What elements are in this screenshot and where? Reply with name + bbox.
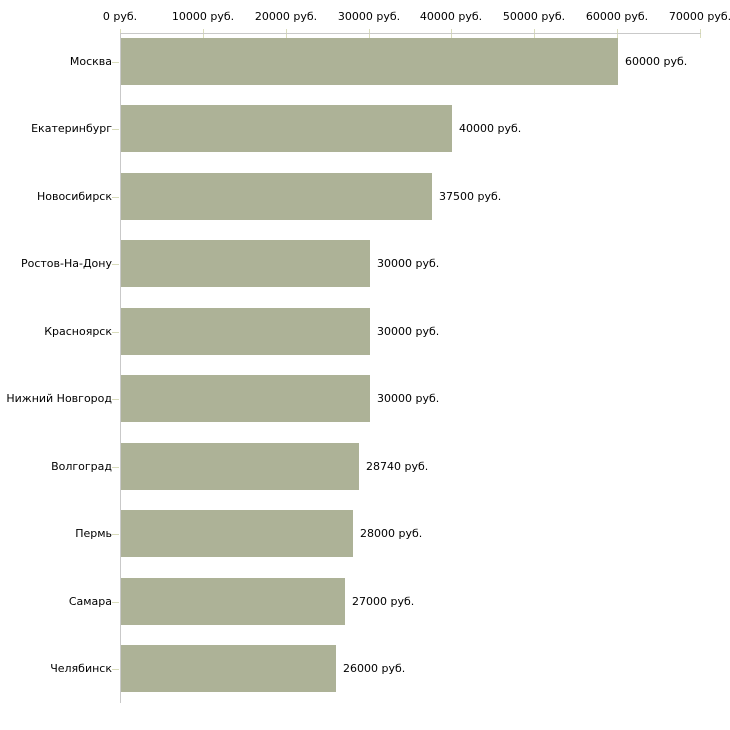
x-axis-tick-label: 20000 руб.	[254, 10, 318, 23]
value-label: 28000 руб.	[360, 527, 423, 540]
x-axis-tick-label: 40000 руб.	[419, 10, 483, 23]
value-label: 40000 руб.	[459, 122, 522, 135]
bar	[121, 375, 370, 422]
category-tick	[112, 332, 119, 333]
value-label: 37500 руб.	[439, 190, 502, 203]
value-label: 60000 руб.	[625, 55, 688, 68]
category-label: Пермь	[75, 527, 112, 540]
x-axis-tick-label: 30000 руб.	[337, 10, 401, 23]
value-label: 28740 руб.	[366, 460, 429, 473]
category-tick	[112, 62, 119, 63]
category-label: Нижний Новгород	[6, 392, 112, 405]
category-tick	[112, 534, 119, 535]
category-label: Москва	[69, 55, 112, 68]
category-tick	[112, 264, 119, 265]
value-label: 30000 руб.	[377, 325, 440, 338]
category-tick	[112, 129, 119, 130]
x-axis-tick-label: 10000 руб.	[171, 10, 235, 23]
value-label: 27000 руб.	[352, 595, 415, 608]
x-axis-tick-label: 60000 руб.	[585, 10, 649, 23]
bar	[121, 578, 345, 625]
category-label: Новосибирск	[36, 190, 112, 203]
bar	[121, 443, 359, 490]
category-label: Челябинск	[50, 662, 112, 675]
x-axis-tick-label: 70000 руб.	[668, 10, 730, 23]
category-tick	[112, 399, 119, 400]
x-axis-tick-label: 0 руб.	[102, 10, 138, 23]
x-axis-tick-label: 50000 руб.	[502, 10, 566, 23]
bar	[121, 308, 370, 355]
bar	[121, 38, 618, 85]
category-tick	[112, 467, 119, 468]
category-tick	[112, 669, 119, 670]
bar	[121, 645, 336, 692]
category-tick	[112, 602, 119, 603]
category-tick	[112, 197, 119, 198]
category-label: Красноярск	[44, 325, 112, 338]
category-label: Волгоград	[51, 460, 112, 473]
x-axis-line	[120, 33, 701, 34]
bar	[121, 105, 452, 152]
category-label: Екатеринбург	[31, 122, 112, 135]
bar	[121, 510, 353, 557]
bar	[121, 173, 432, 220]
y-axis-line	[120, 33, 121, 703]
value-label: 30000 руб.	[377, 257, 440, 270]
category-label: Ростов-На-Дону	[20, 257, 112, 270]
bar	[121, 240, 370, 287]
value-label: 30000 руб.	[377, 392, 440, 405]
value-label: 26000 руб.	[343, 662, 406, 675]
category-label: Самара	[68, 595, 112, 608]
